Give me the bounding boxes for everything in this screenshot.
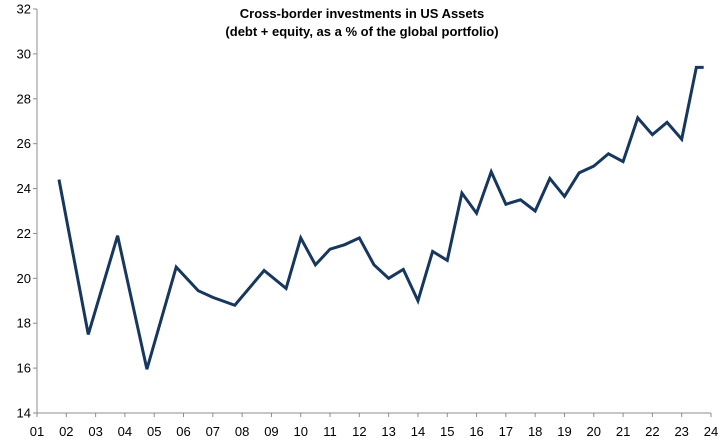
x-tick-label: 20 xyxy=(587,424,601,439)
x-tick-label: 08 xyxy=(235,424,249,439)
x-tick-label: 16 xyxy=(469,424,483,439)
x-tick-label: 17 xyxy=(499,424,513,439)
x-tick-label: 13 xyxy=(381,424,395,439)
series-line xyxy=(57,65,704,370)
x-tick-label: 04 xyxy=(118,424,132,439)
x-tick-label: 09 xyxy=(264,424,278,439)
x-tick-label: 15 xyxy=(440,424,454,439)
series-layer xyxy=(57,65,704,370)
y-tick-label: 14 xyxy=(17,406,31,421)
y-tick-label: 28 xyxy=(17,91,31,106)
x-tick-label: 01 xyxy=(30,424,44,439)
y-tick-label: 20 xyxy=(17,271,31,286)
x-tick-label: 02 xyxy=(59,424,73,439)
y-tick-label: 18 xyxy=(17,316,31,331)
chart-title: Cross-border investments in US Assets xyxy=(240,6,484,21)
x-tick-label: 21 xyxy=(616,424,630,439)
x-tick-label: 03 xyxy=(88,424,102,439)
x-tick-label: 07 xyxy=(206,424,220,439)
x-tick-label: 10 xyxy=(294,424,308,439)
x-tick-label: 12 xyxy=(352,424,366,439)
y-tick-label: 16 xyxy=(17,361,31,376)
y-tick-label: 22 xyxy=(17,226,31,241)
y-tick-label: 30 xyxy=(17,46,31,61)
y-tick-label: 32 xyxy=(17,2,31,17)
x-tick-label: 18 xyxy=(528,424,542,439)
axes: 14 16 18 20 22 24 26 28 30 32 01 02 03 04 05 06 07 08 09 10… xyxy=(17,2,719,440)
x-tick-label: 06 xyxy=(176,424,190,439)
x-tick-label: 19 xyxy=(557,424,571,439)
x-tick-label: 22 xyxy=(645,424,659,439)
x-tick-label: 14 xyxy=(411,424,425,439)
text-layer: Cross-border investments in US Assets (d… xyxy=(225,6,498,39)
x-tick-label: 24 xyxy=(704,424,718,439)
x-tick-label: 05 xyxy=(147,424,161,439)
x-tick-label: 11 xyxy=(323,424,337,439)
y-tick-label: 24 xyxy=(17,181,31,196)
chart-subtitle: (debt + equity, as a % of the global por… xyxy=(225,24,498,39)
y-tick-label: 26 xyxy=(17,136,31,151)
x-tick-label: 23 xyxy=(674,424,688,439)
